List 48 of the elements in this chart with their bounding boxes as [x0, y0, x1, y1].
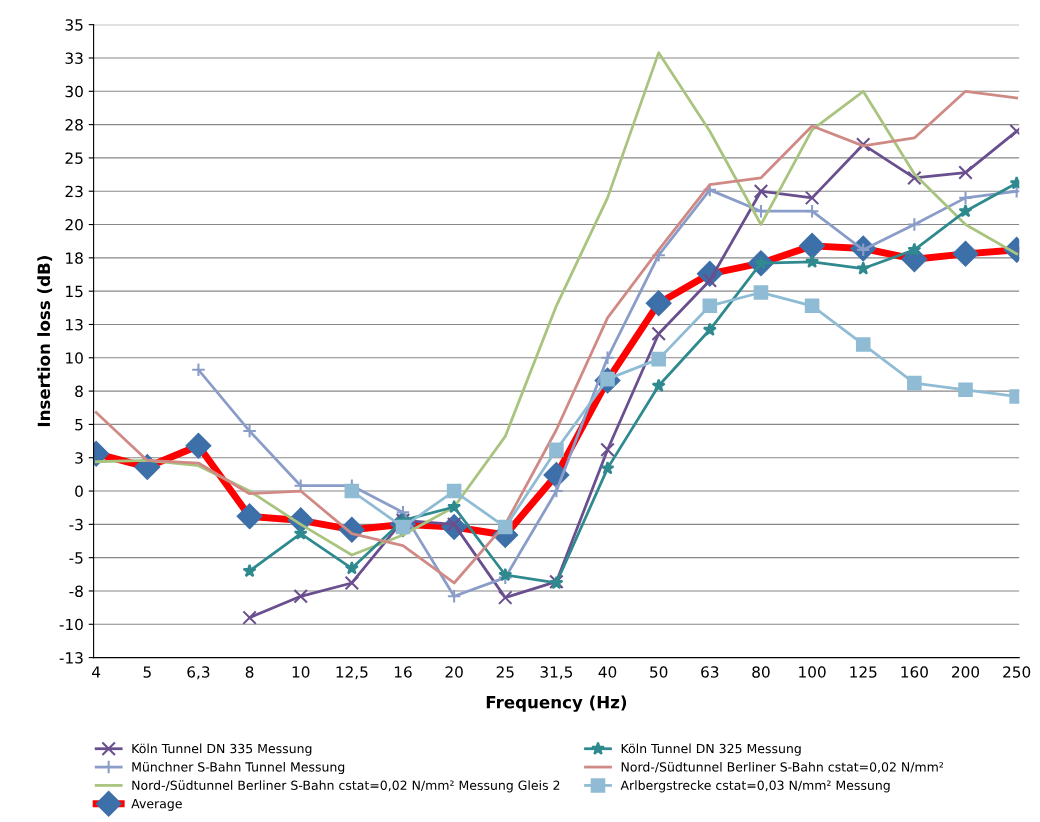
x-tick-label: 6,3 — [187, 666, 210, 680]
x-tick-label: 200 — [952, 666, 980, 678]
x-tick-label: 25 — [496, 666, 514, 678]
y-tick-label: -10 — [59, 618, 83, 631]
y-tick-label: 20 — [65, 219, 83, 231]
y-tick-label: -8 — [69, 585, 83, 597]
x-tick-label: 250 — [1003, 666, 1031, 678]
y-tick-label: 10 — [66, 352, 83, 364]
x-tick-label: 4 — [92, 666, 101, 678]
legend-label: Nord-/Südtunnel Berliner S-Bahn cstat=0,02 N/mm² — [621, 761, 944, 773]
x-tick-label: 16 — [394, 666, 412, 678]
legend-label: Köln Tunnel DN 335 Messung — [132, 743, 312, 756]
x-tick-label: 10 — [292, 666, 310, 678]
y-tick-label: 25 — [65, 152, 83, 164]
y-tick-label: 33 — [65, 52, 83, 64]
x-tick-label: 80 — [752, 666, 770, 678]
x-axis-title: Frequency (Hz) — [486, 695, 627, 712]
y-tick-label: 30 — [65, 85, 83, 98]
x-tick-label: 160 — [901, 666, 928, 678]
x-tick-label: 63 — [701, 666, 719, 678]
y-axis-title: Insertion loss (dB) — [37, 256, 53, 427]
y-tick-label: -5 — [69, 552, 83, 564]
legend-label: Köln Tunnel DN 325 Messung — [621, 743, 801, 756]
legend-label: Average — [131, 799, 182, 811]
y-tick-label: 8 — [75, 385, 83, 398]
legend-label: Münchner S-Bahn Tunnel Messung — [132, 761, 345, 775]
y-tick-label: 18 — [66, 252, 83, 264]
x-tick-label: 20 — [445, 666, 463, 678]
x-tick-label: 31,5 — [540, 666, 573, 680]
legend-label: Arlbergstrecke cstat=0,03 N/mm² Messung — [620, 780, 890, 793]
x-tick-label: 12,5 — [336, 666, 368, 680]
y-tick-label: 13 — [66, 318, 83, 331]
y-tick-label: 28 — [65, 119, 83, 131]
y-tick-label: -3 — [69, 518, 83, 531]
x-tick-label: 40 — [598, 666, 617, 678]
y-tick-label: 3 — [75, 452, 83, 464]
x-tick-label: 50 — [650, 666, 668, 678]
x-tick-label: 5 — [143, 666, 151, 678]
legend-label: Nord-/Südtunnel Berliner S-Bahn cstat=0,02 N/mm² Messung Gleis 2 — [132, 780, 560, 793]
x-tick-label: 125 — [850, 666, 877, 678]
x-tick-label: 100 — [799, 666, 826, 678]
y-tick-label: 35 — [65, 19, 83, 31]
y-tick-label: 23 — [65, 185, 83, 198]
y-tick-label: 0 — [75, 485, 83, 498]
y-tick-label: 15 — [66, 285, 83, 298]
x-tick-label: 8 — [245, 666, 254, 678]
y-tick-label: -13 — [59, 652, 83, 664]
y-tick-label: 5 — [75, 419, 83, 431]
